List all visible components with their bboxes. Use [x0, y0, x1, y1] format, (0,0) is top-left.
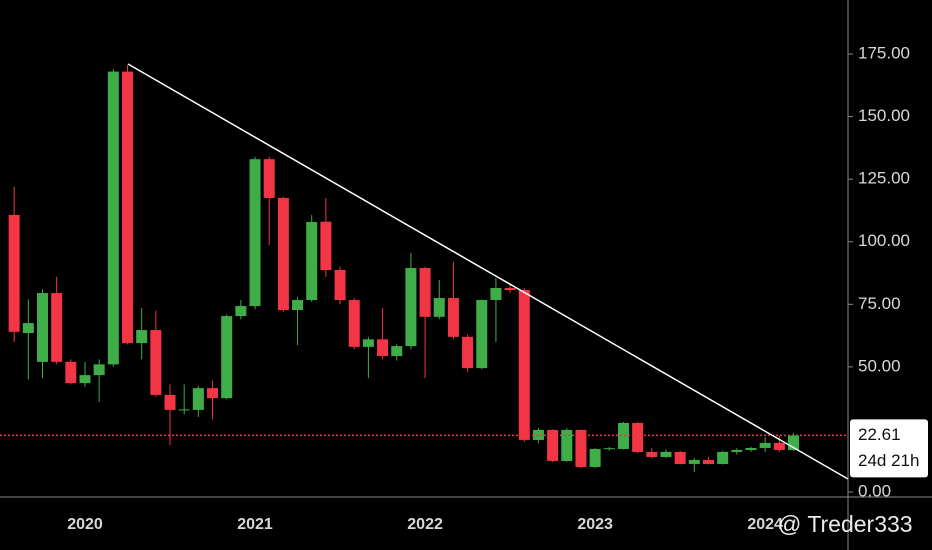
- last-price-label: 22.61: [858, 425, 901, 444]
- candle-body: [334, 270, 346, 301]
- candle-body: [263, 159, 275, 198]
- watermark: @ Treder333: [778, 511, 913, 537]
- x-tick-label: 2020: [67, 516, 103, 533]
- candle-body: [292, 300, 304, 311]
- candle-body: [518, 290, 530, 440]
- plot-area: [0, 65, 848, 472]
- candle-body: [93, 364, 105, 376]
- candle-body: [391, 346, 403, 357]
- candle-body: [164, 394, 176, 410]
- candle-body: [433, 298, 445, 317]
- x-tick-label: 2024: [747, 516, 783, 533]
- candle-body: [759, 442, 771, 448]
- candle-body: [490, 288, 502, 301]
- candle-body: [660, 451, 672, 457]
- candle-body: [405, 268, 417, 347]
- candle-body: [348, 300, 360, 347]
- trend-line: [127, 63, 849, 480]
- y-tick-label: 100.00: [858, 231, 910, 250]
- candle-body: [547, 429, 559, 461]
- candle-body: [575, 429, 587, 467]
- candle-body: [65, 361, 77, 384]
- y-tick-label: 0.00: [858, 481, 891, 500]
- candle-body: [646, 451, 658, 457]
- candle-body: [532, 429, 544, 440]
- price-label-box: [850, 419, 928, 478]
- candle-body: [79, 375, 91, 384]
- countdown-label: 24d 21h: [858, 451, 919, 470]
- candle-body: [51, 293, 63, 362]
- y-tick-label: 75.00: [858, 294, 901, 313]
- x-tick-label: 2023: [577, 516, 613, 533]
- candle-body: [476, 300, 488, 369]
- candle-body: [178, 409, 190, 411]
- candle-body: [561, 429, 573, 461]
- candle-body: [306, 221, 318, 301]
- candle-body: [207, 388, 219, 399]
- y-tick-label: 175.00: [858, 44, 910, 63]
- candle-body: [249, 159, 261, 307]
- y-tick-label: 50.00: [858, 356, 901, 375]
- candle-body: [320, 221, 332, 271]
- candle-body: [447, 298, 459, 337]
- candle-body: [22, 323, 34, 334]
- candle-body: [277, 197, 289, 311]
- candle-body: [235, 306, 247, 317]
- candle-body: [377, 339, 389, 357]
- candle-body: [504, 288, 516, 291]
- candle-body: [122, 71, 134, 344]
- candle-body: [603, 448, 615, 450]
- candle-body: [136, 330, 148, 344]
- candle-body: [8, 214, 20, 332]
- overlay: 0.00 50.00 75.00 100.00 125.00 150.00 175.00 20…: [67, 44, 928, 537]
- candle-body: [589, 448, 601, 467]
- candle-body: [36, 293, 48, 362]
- y-tick-label: 125.00: [858, 169, 910, 188]
- candle-body: [192, 388, 204, 410]
- candle-body: [617, 422, 629, 449]
- candle-body: [462, 336, 474, 369]
- candle-body: [674, 451, 686, 464]
- candle-body: [731, 449, 743, 452]
- candle-body: [745, 447, 757, 450]
- candle-body: [632, 422, 644, 452]
- candle-body: [688, 459, 700, 464]
- x-tick-label: 2021: [237, 516, 273, 533]
- candle-body: [717, 451, 729, 464]
- x-tick-label: 2022: [407, 516, 443, 533]
- candle-body: [773, 442, 785, 450]
- candle-body: [419, 268, 431, 317]
- candle-body: [362, 339, 374, 347]
- candle-body: [107, 71, 119, 365]
- candle-body: [221, 316, 233, 399]
- candle-body: [150, 330, 162, 395]
- candle-body: [702, 459, 714, 464]
- y-tick-label: 150.00: [858, 106, 910, 125]
- candle-body: [788, 435, 799, 450]
